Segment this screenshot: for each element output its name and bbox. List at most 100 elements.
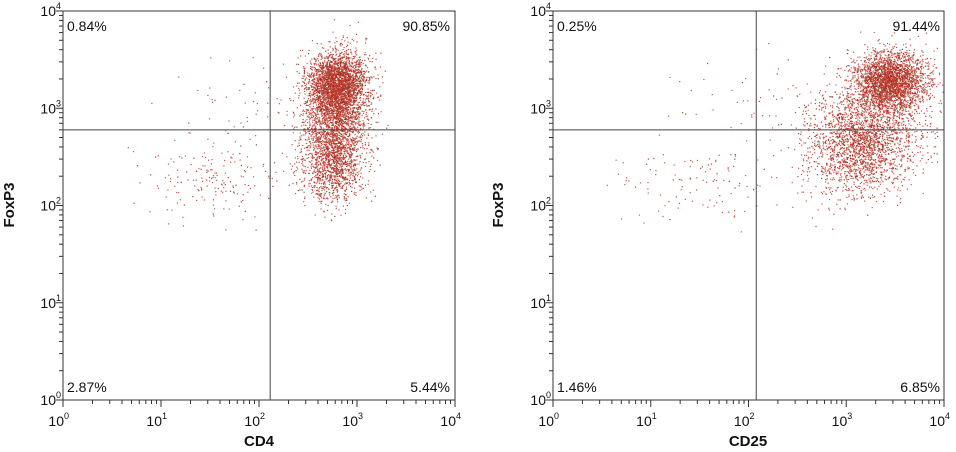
event-dot: [330, 135, 332, 138]
event-dot: [361, 88, 364, 90]
event-dot: [351, 53, 353, 55]
event-dot: [364, 64, 367, 66]
event-dot: [320, 101, 322, 103]
event-dot: [308, 81, 310, 83]
event-dot: [296, 71, 298, 73]
event-dot: [349, 102, 351, 104]
event-dot: [332, 132, 334, 134]
event-dot: [329, 41, 331, 43]
event-dot: [349, 177, 352, 179]
event-dot: [343, 156, 345, 158]
event-dot: [308, 111, 310, 113]
event-dot: [358, 108, 360, 110]
event-dot: [336, 135, 338, 137]
event-dot: [342, 82, 344, 84]
event-dot: [338, 182, 340, 184]
event-dot: [334, 92, 336, 94]
event-dot: [341, 95, 343, 97]
event-dot: [357, 130, 360, 132]
event-dot: [303, 201, 305, 203]
event-dot: [355, 192, 357, 194]
event-dot: [315, 114, 317, 116]
event-dot: [356, 75, 358, 78]
event-dot: [352, 137, 354, 139]
event-dot: [330, 196, 332, 198]
event-dot: [335, 170, 337, 172]
event-dot: [320, 135, 322, 137]
event-dot: [348, 92, 350, 94]
event-dot: [333, 151, 336, 153]
event-dot: [326, 63, 328, 65]
event-dot: [333, 162, 335, 164]
event-dot: [331, 123, 333, 125]
event-dot: [355, 128, 357, 130]
event-dot: [319, 70, 321, 72]
event-dot: [342, 112, 344, 114]
event-dot: [345, 132, 347, 134]
event-dot: [320, 70, 322, 72]
event-dot: [327, 65, 329, 67]
event-dot: [323, 146, 325, 149]
event-dot: [330, 158, 332, 161]
event-dot: [319, 82, 321, 84]
event-dot: [338, 102, 340, 104]
event-dot: [355, 66, 357, 68]
event-dot: [317, 105, 319, 107]
event-dot: [345, 105, 347, 107]
event-dot: [312, 119, 314, 121]
event-dot: [309, 146, 311, 148]
event-dot: [340, 104, 342, 106]
event-dot: [350, 69, 352, 71]
event-dot: [350, 144, 352, 146]
event-dot: [338, 115, 340, 117]
event-dot: [331, 72, 333, 74]
event-dot: [339, 90, 341, 93]
event-dot: [339, 144, 341, 146]
event-dot: [327, 198, 329, 200]
event-dot: [322, 65, 324, 67]
event-dot: [335, 143, 337, 145]
event-dot: [339, 154, 341, 156]
event-dot: [315, 91, 317, 93]
event-dot: [328, 117, 330, 119]
event-dot: [352, 120, 354, 122]
event-dot: [298, 87, 300, 89]
event-dot: [331, 95, 333, 97]
event-dot: [347, 84, 349, 86]
event-dot: [319, 66, 322, 69]
event-dot: [335, 155, 337, 157]
event-dot: [326, 103, 328, 105]
event-dot: [368, 82, 370, 84]
event-dot: [324, 192, 326, 194]
event-dot: [327, 79, 329, 81]
event-dot: [343, 196, 345, 198]
event-dot: [358, 72, 360, 74]
event-dot: [308, 183, 310, 185]
event-dot: [334, 143, 336, 145]
event-dot: [321, 190, 323, 192]
event-dot: [354, 162, 356, 165]
event-dot: [327, 159, 329, 161]
event-dot: [315, 99, 317, 101]
event-dot: [373, 96, 375, 98]
event-dot: [328, 98, 330, 100]
event-dot: [352, 98, 354, 100]
event-dot: [315, 73, 318, 75]
event-dot: [318, 64, 320, 67]
event-dot: [333, 154, 335, 156]
event-dot: [346, 204, 348, 207]
event-dot: [324, 91, 326, 93]
event-dot: [358, 92, 360, 94]
event-dot: [345, 71, 347, 73]
event-dot: [312, 86, 314, 88]
event-dot: [348, 73, 350, 75]
event-dot: [345, 198, 347, 200]
event-dot: [324, 121, 326, 123]
event-dot: [328, 67, 330, 69]
event-dot: [343, 68, 345, 70]
event-dot: [322, 143, 324, 145]
event-dot: [342, 81, 344, 83]
event-dot: [360, 70, 362, 72]
event-dot: [333, 133, 335, 135]
event-dot: [345, 170, 347, 172]
